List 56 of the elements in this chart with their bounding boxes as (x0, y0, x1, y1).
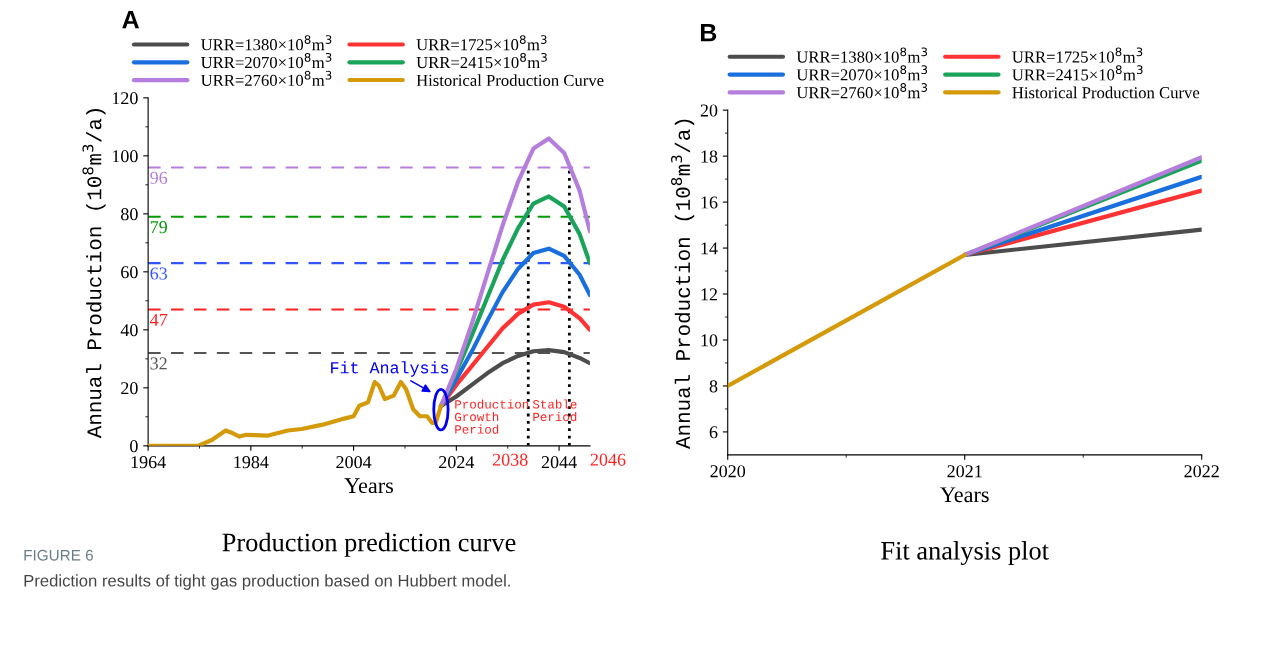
legend-label: URR=2760×10$^{8}$m$^{3}$ (200, 70, 332, 86)
legend-label: URR=2070×10$^{8}$m$^{3}$ (200, 52, 332, 69)
x-tick-label: 1984 (234, 456, 269, 469)
text: Production prediction curve (222, 532, 516, 557)
ref-line-label: 96 (150, 171, 168, 184)
ref-line-label: 2038 (492, 453, 528, 466)
ref-line-label: 2046 (590, 453, 626, 466)
x-tick-label: 1964 (131, 456, 166, 469)
x-tick-label: 2004 (336, 456, 372, 469)
chart-title: A (122, 11, 140, 29)
x-tick-label: 2044 (541, 456, 577, 469)
y-tick-label: 16 (701, 196, 718, 209)
y-tick-label: 8 (709, 380, 718, 393)
ref-line-label: 63 (150, 267, 168, 280)
y-tick-label: 20 (121, 382, 138, 395)
y-tick-label: 40 (120, 324, 138, 337)
x-axis-title: Years (940, 487, 989, 503)
legend-label: URR=1380×10$^{8}$m$^{3}$ (200, 35, 332, 51)
y-tick-label: 20 (700, 104, 718, 117)
ref-line-label: 79 (150, 221, 167, 234)
y-tick-label: 18 (701, 150, 718, 163)
y-tick-label: 120 (112, 92, 138, 105)
y-axis-title: Annual Production (10$^{8}$m$^{3}$/a) (82, 109, 106, 439)
y-tick-label: 6 (709, 426, 718, 439)
text: Prediction results of tight gas production based on Hubbert model. (24, 574, 510, 590)
x-tick-label: 2020 (710, 465, 746, 478)
legend-label: URR=2415×10$^{8}$m$^{3}$ (1012, 65, 1143, 81)
legend-label: Historical Production Curve (416, 74, 604, 87)
y-tick-label: 12 (701, 288, 717, 301)
x-tick-label: 2021 (947, 465, 982, 478)
annotation: Stable Period (532, 399, 577, 422)
y-tick-label: 100 (112, 150, 138, 163)
legend-label: URR=2070×10$^{8}$m$^{3}$ (796, 65, 928, 81)
legend-label: URR=1380×10$^{8}$m$^{3}$ (796, 47, 928, 63)
ref-line-label: 47 (150, 313, 168, 326)
y-axis-title: Annual Production (10$^{8}$m$^{3}$/a) (671, 119, 695, 449)
legend-label: URR=1725×10$^{8}$m$^{3}$ (416, 35, 547, 51)
annotation: Fit Analysis (331, 361, 449, 377)
line-series (148, 379, 444, 446)
x-tick-label: 2024 (439, 456, 475, 469)
y-tick-label: 10 (701, 334, 718, 347)
y-tick-label: 0 (130, 440, 138, 453)
caption: FIGURE 6 (24, 549, 93, 561)
y-tick-label: 80 (121, 208, 138, 221)
annotation: Production Growth Period (454, 399, 529, 434)
legend-label: URR=2760×10$^{8}$m$^{3}$ (796, 83, 928, 99)
y-tick-label: 14 (701, 242, 718, 255)
legend-label: URR=2415×10$^{8}$m$^{3}$ (416, 52, 547, 69)
y-tick-label: 60 (121, 266, 138, 279)
ref-line-label: 32 (150, 357, 167, 370)
chart-title: B (700, 24, 717, 42)
text: Fit analysis plot (881, 541, 1049, 566)
x-axis-title: Years (344, 478, 394, 494)
legend-label: Historical Production Curve (1012, 86, 1200, 99)
legend-label: URR=1725×10$^{8}$m$^{3}$ (1012, 47, 1143, 63)
x-tick-label: 2022 (1184, 465, 1219, 478)
